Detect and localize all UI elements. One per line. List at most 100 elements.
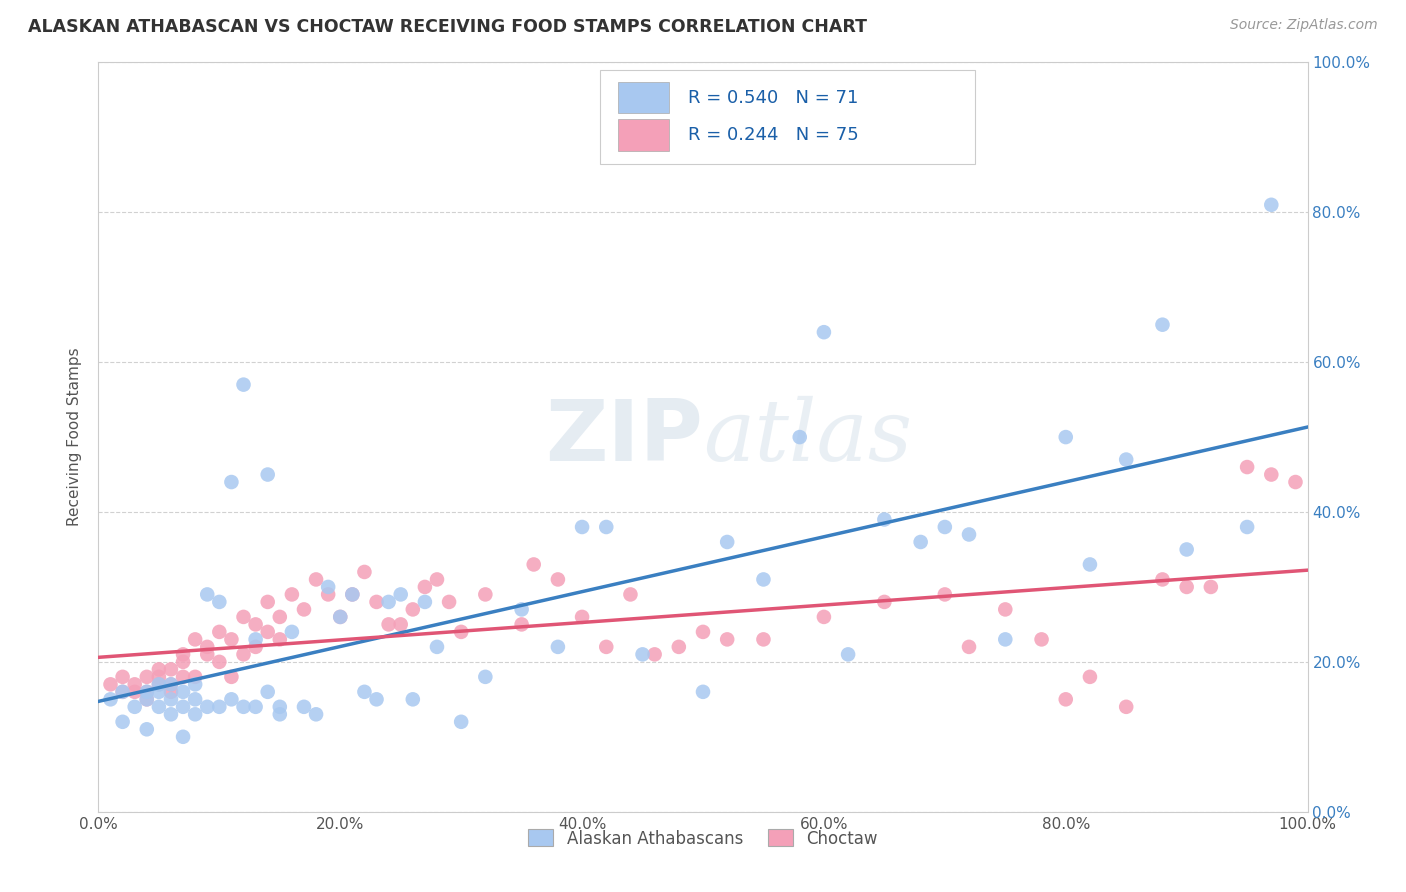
Point: [208, 699, 231, 714]
Point: [172, 699, 194, 714]
Legend: Alaskan Athabascans, Choctaw: Alaskan Athabascans, Choctaw: [520, 821, 886, 855]
Point: [752, 573, 775, 587]
FancyBboxPatch shape: [619, 82, 669, 113]
Point: [692, 685, 714, 699]
Point: [160, 707, 183, 722]
Point: [402, 602, 425, 616]
Point: [135, 692, 157, 706]
Point: [221, 632, 243, 647]
Point: [232, 648, 254, 662]
Point: [195, 587, 218, 601]
Point: [208, 595, 231, 609]
Point: [195, 699, 218, 714]
Point: [232, 610, 254, 624]
Point: [342, 587, 364, 601]
Point: [135, 670, 157, 684]
Point: [1054, 692, 1077, 706]
FancyBboxPatch shape: [600, 70, 976, 163]
Point: [124, 699, 146, 714]
Point: [1115, 699, 1137, 714]
Point: [474, 587, 496, 601]
Point: [135, 685, 157, 699]
Point: [111, 685, 134, 699]
Point: [644, 648, 666, 662]
Point: [184, 692, 207, 706]
Point: [256, 595, 278, 609]
Text: R = 0.244   N = 75: R = 0.244 N = 75: [689, 126, 859, 145]
Point: [523, 558, 546, 572]
Point: [389, 617, 412, 632]
Point: [873, 512, 896, 526]
Point: [366, 692, 388, 706]
Point: [619, 587, 641, 601]
Point: [256, 467, 278, 482]
Point: [547, 573, 569, 587]
Point: [160, 685, 183, 699]
Point: [1152, 573, 1174, 587]
Point: [172, 670, 194, 684]
Point: [426, 573, 449, 587]
Point: [148, 677, 170, 691]
Point: [172, 648, 194, 662]
Point: [994, 602, 1017, 616]
Text: ALASKAN ATHABASCAN VS CHOCTAW RECEIVING FOOD STAMPS CORRELATION CHART: ALASKAN ATHABASCAN VS CHOCTAW RECEIVING …: [28, 18, 868, 36]
Point: [510, 602, 533, 616]
Point: [221, 475, 243, 489]
Point: [269, 610, 291, 624]
Y-axis label: Receiving Food Stamps: Receiving Food Stamps: [67, 348, 83, 526]
Point: [316, 587, 339, 601]
Point: [377, 595, 399, 609]
Point: [184, 707, 207, 722]
Point: [305, 707, 328, 722]
Point: [160, 677, 183, 691]
Text: Source: ZipAtlas.com: Source: ZipAtlas.com: [1230, 18, 1378, 32]
Point: [245, 699, 267, 714]
Point: [474, 670, 496, 684]
Point: [957, 527, 980, 541]
Point: [1152, 318, 1174, 332]
Point: [1236, 460, 1258, 475]
Point: [353, 685, 375, 699]
Point: [631, 648, 654, 662]
Point: [172, 730, 194, 744]
Point: [160, 662, 183, 676]
Point: [148, 685, 170, 699]
Point: [281, 587, 304, 601]
Point: [1054, 430, 1077, 444]
Point: [329, 610, 352, 624]
Point: [184, 677, 207, 691]
Point: [342, 587, 364, 601]
Point: [160, 677, 183, 691]
Point: [245, 617, 267, 632]
Point: [1031, 632, 1053, 647]
Point: [1236, 520, 1258, 534]
Point: [269, 632, 291, 647]
Point: [837, 648, 859, 662]
Point: [111, 670, 134, 684]
Point: [221, 692, 243, 706]
Point: [148, 677, 170, 691]
Text: R = 0.540   N = 71: R = 0.540 N = 71: [689, 88, 859, 107]
Point: [232, 377, 254, 392]
Point: [1260, 467, 1282, 482]
Point: [353, 565, 375, 579]
Point: [148, 670, 170, 684]
Point: [148, 699, 170, 714]
Point: [124, 677, 146, 691]
Point: [1199, 580, 1222, 594]
Text: ZIP: ZIP: [546, 395, 703, 479]
Point: [426, 640, 449, 654]
Point: [100, 677, 122, 691]
Point: [450, 624, 472, 639]
Point: [1078, 558, 1101, 572]
Point: [208, 624, 231, 639]
Point: [957, 640, 980, 654]
Point: [752, 632, 775, 647]
Point: [316, 580, 339, 594]
Point: [934, 587, 956, 601]
Point: [232, 699, 254, 714]
Point: [1260, 198, 1282, 212]
Point: [184, 632, 207, 647]
Point: [256, 624, 278, 639]
Point: [377, 617, 399, 632]
